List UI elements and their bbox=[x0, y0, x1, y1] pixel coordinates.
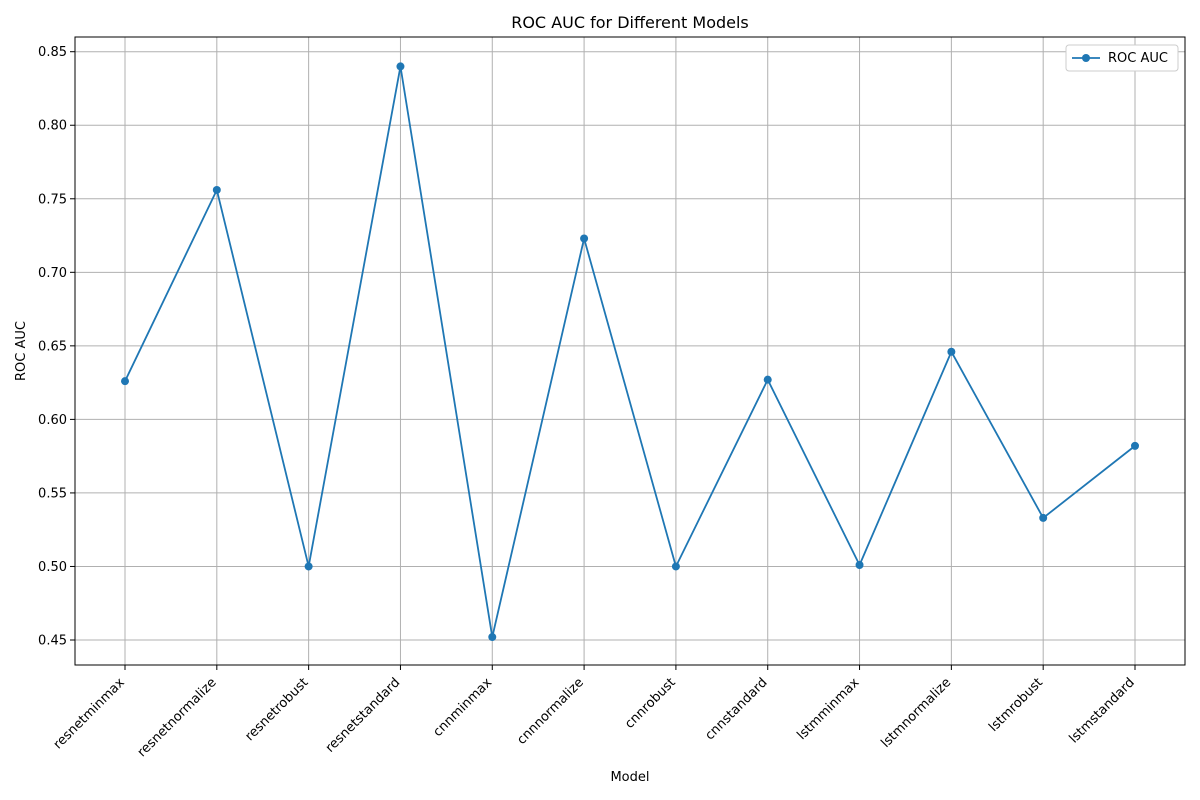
x-axis-label: Model bbox=[610, 770, 649, 785]
y-tick-label: 0.70 bbox=[38, 266, 67, 281]
data-point bbox=[580, 234, 589, 243]
y-axis: 0.45 0.50 0.55 0.60 0.65 0.70 0.75 0.80 0.85 bbox=[38, 45, 75, 648]
data-point bbox=[671, 562, 680, 571]
plot-frame bbox=[74, 36, 1186, 666]
y-axis-label: ROC AUC bbox=[14, 321, 29, 381]
data-point bbox=[1131, 441, 1139, 450]
y-tick-label: 0.80 bbox=[38, 119, 67, 134]
y-tick-label: 0.85 bbox=[38, 45, 67, 60]
y-tick-label: 0.55 bbox=[38, 486, 67, 501]
data-point bbox=[304, 562, 313, 571]
chart-title: ROC AUC for Different Models bbox=[511, 13, 749, 32]
legend-point-marker bbox=[1082, 54, 1090, 62]
data-point bbox=[947, 347, 956, 356]
series-layer bbox=[121, 62, 1139, 642]
data-point bbox=[396, 62, 405, 71]
series-line-roc-auc bbox=[124, 65, 1136, 638]
data-point bbox=[855, 560, 864, 569]
y-tick-label: 0.60 bbox=[38, 413, 67, 428]
y-tick-label: 0.75 bbox=[38, 192, 67, 207]
data-point bbox=[763, 375, 772, 384]
data-point bbox=[488, 633, 497, 642]
y-tick-label: 0.45 bbox=[38, 633, 67, 648]
y-tick-label: 0.50 bbox=[38, 560, 67, 575]
legend: ROC AUC bbox=[1065, 44, 1179, 72]
data-point bbox=[121, 377, 129, 386]
legend-entry-roc-auc: ROC AUC bbox=[1108, 51, 1168, 66]
data-point bbox=[212, 185, 221, 194]
y-tick-label: 0.65 bbox=[38, 339, 67, 354]
legend-box bbox=[1065, 44, 1179, 72]
grid-lines bbox=[75, 37, 1185, 665]
data-point bbox=[1039, 513, 1048, 522]
